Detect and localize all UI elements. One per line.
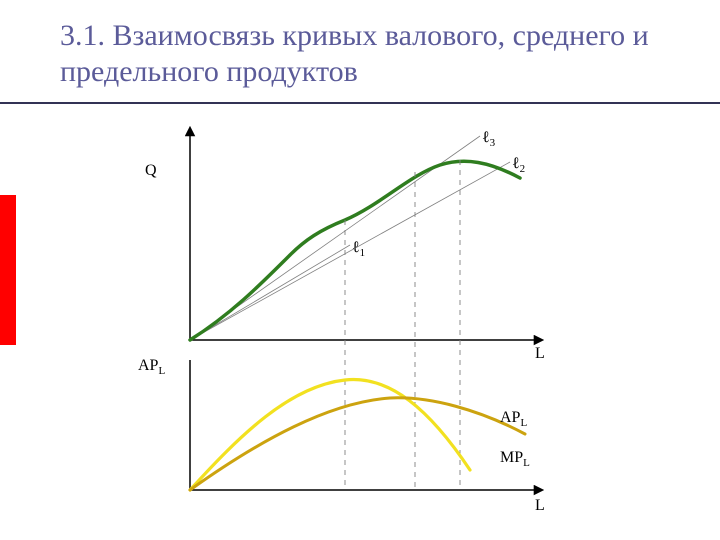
top-x-axis-label: L	[535, 345, 545, 362]
ray-label-l3: ℓ3	[482, 129, 496, 149]
bottom-x-axis-label: L	[535, 497, 545, 514]
mp-curve	[190, 380, 470, 490]
ray-label-l2: ℓ2	[512, 155, 525, 175]
title-underline	[0, 102, 720, 104]
ap-curve-label: APL	[500, 409, 527, 429]
accent-bar	[0, 195, 16, 345]
top-y-axis-label: Q	[145, 162, 157, 179]
charts-container: ℓ1ℓ2ℓ3QLAPLAPLMPLL	[130, 120, 590, 520]
mp-curve-label: MPL	[500, 449, 530, 469]
economics-diagram: ℓ1ℓ2ℓ3QLAPLAPLMPLL	[130, 120, 590, 520]
bottom-y-axis-label: APL	[138, 357, 165, 377]
ap-curve	[190, 398, 525, 490]
slide: 3.1. Взаимосвязь кривых валового, средне…	[0, 0, 720, 540]
slide-title: 3.1. Взаимосвязь кривых валового, средне…	[60, 18, 680, 90]
